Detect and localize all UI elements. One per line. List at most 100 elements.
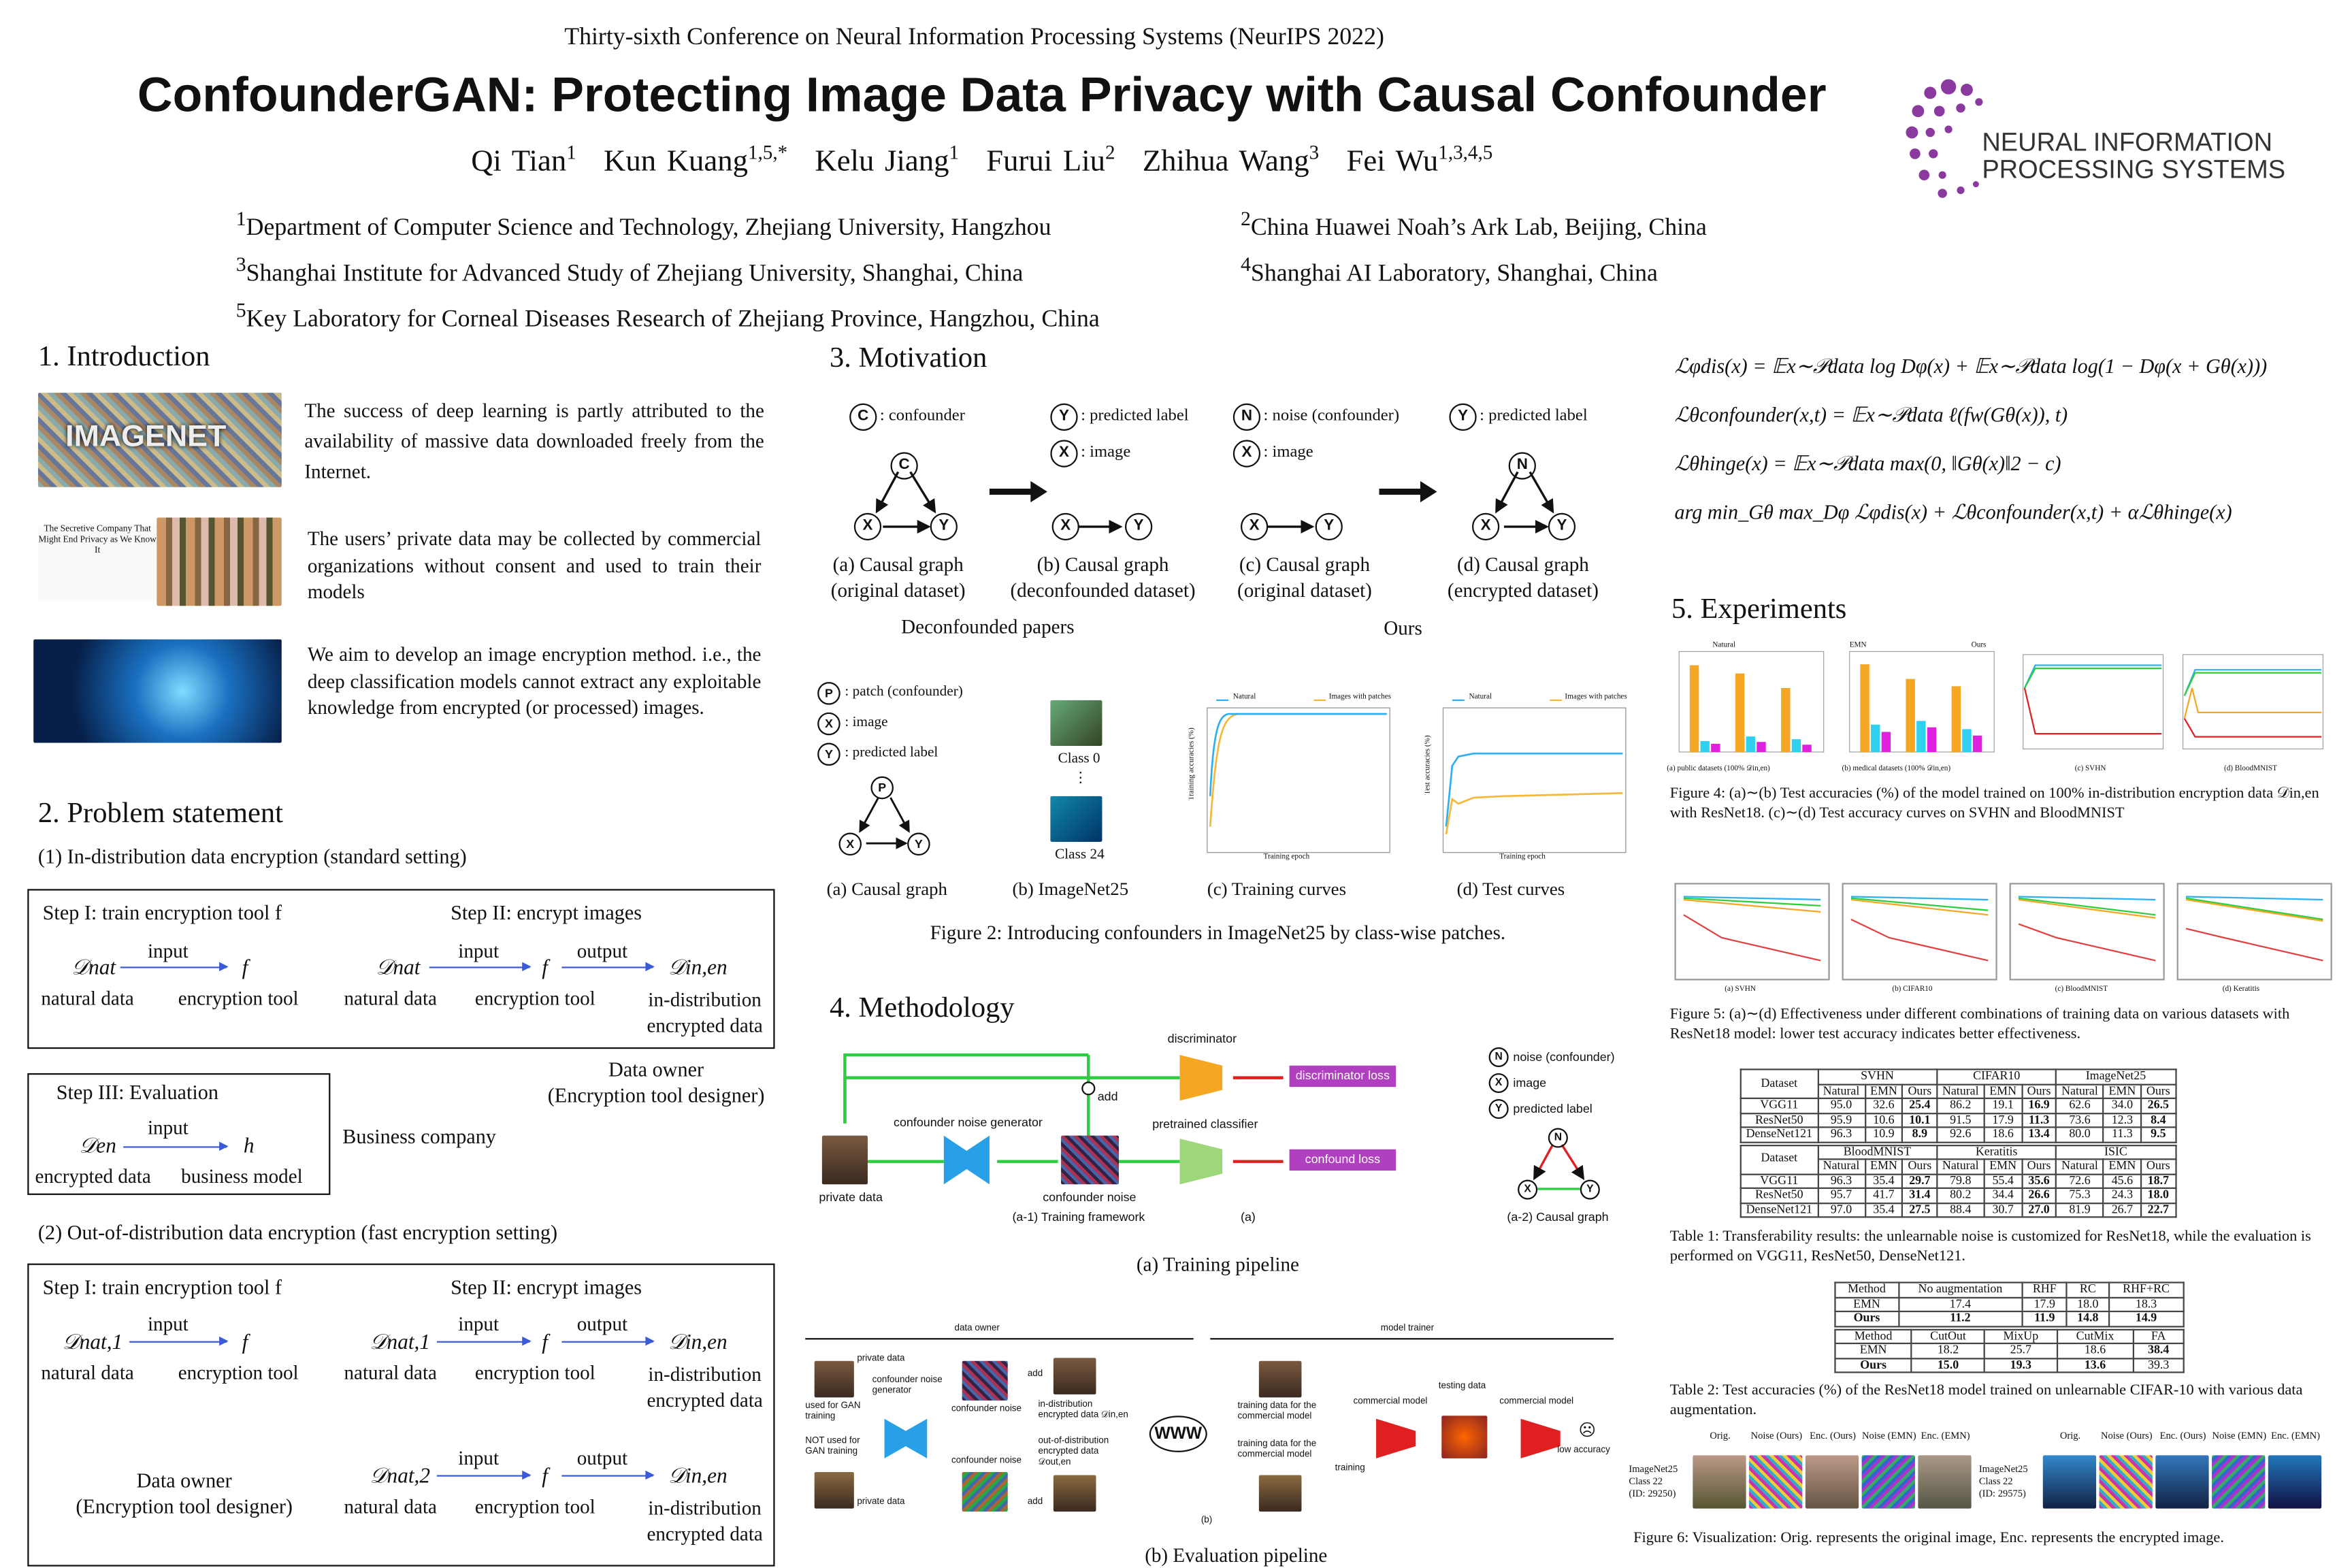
d-in-en: 𝒟in,en — [668, 1466, 728, 1489]
noise-label: confounder noise — [951, 1456, 1022, 1467]
fig6-image — [1918, 1455, 1972, 1509]
fig2-caption: Figure 2: Introducing confounders in Ima… — [930, 921, 1506, 944]
table-cell: 13.4 — [2021, 1126, 2057, 1143]
column-header: Ours — [2140, 1158, 2176, 1175]
h-symbol: h — [243, 1135, 255, 1159]
fig4-subcaption: (b) medical datasets (100% 𝒟in,en) — [1842, 766, 1951, 774]
private-data-label: private data — [857, 1354, 905, 1365]
arrow-icon — [120, 962, 229, 972]
table-cell: 10.1 — [1901, 1112, 1938, 1128]
imagenet-collage-image: IMAGENET — [37, 393, 282, 487]
column-header: Natural — [1816, 1158, 1866, 1175]
fig4c-line-chart — [2023, 654, 2164, 750]
table-2-basic: Method No augmentation RHF RC RHF+RC EMN 17.4 1… — [1834, 1281, 2185, 1327]
problem-heading: 2. Problem statement — [37, 798, 283, 830]
node-x: X — [1051, 512, 1079, 541]
data-owner-label: data owner — [954, 1324, 1000, 1334]
table-cell: EMN — [1834, 1342, 1912, 1359]
d-nat-1: 𝒟nat,1 — [62, 1332, 123, 1355]
training-pipeline-caption: (a) Training pipeline — [1136, 1252, 1299, 1276]
legend-predicted: : predicted label — [845, 746, 938, 762]
table-cell: 11.3 — [2102, 1126, 2142, 1143]
fig6-image — [1861, 1455, 1915, 1509]
table-cell: 18.0 — [2066, 1296, 2110, 1313]
sad-face-icon: ☹ — [1578, 1422, 1597, 1441]
f-symbol: f — [542, 957, 549, 981]
table-cell: Ours — [1834, 1310, 1899, 1327]
dataset-group-header: ISIC — [2055, 1144, 2176, 1160]
arrow-icon — [436, 1470, 532, 1480]
causal-graph-subcaption: (a-2) Causal graph — [1507, 1210, 1609, 1224]
table-row: ResNet50 95.7 41.7 31.4 80.2 34.4 26.6 75.3 24.3… — [1740, 1187, 2176, 1204]
private-data-image — [821, 1135, 868, 1185]
table-cell: 8.4 — [2140, 1112, 2176, 1128]
node-x: X — [1488, 1073, 1509, 1094]
column-header: Ours — [1901, 1158, 1938, 1175]
input-label: input — [458, 939, 500, 962]
table-cell: 26.5 — [2140, 1097, 2176, 1114]
d-in-en: 𝒟in,en — [668, 957, 728, 981]
table-cell: ResNet50 — [1740, 1112, 1818, 1128]
table-row: DenseNet121 96.3 10.9 8.9 92.6 18.6 13.4 80.0 11… — [1740, 1126, 2176, 1143]
objective-equation: arg min_Gθ max_Dφ ℒφdis(x) + ℒθconfounde… — [1674, 500, 2232, 524]
d-in-en: 𝒟in,en — [668, 1332, 728, 1355]
fig2-subcaption: (b) ImageNet25 — [1012, 878, 1129, 900]
input-label: input — [147, 939, 189, 962]
in-distribution-encrypted-label: in-distribution encrypted data — [647, 987, 763, 1037]
table-cell: ResNet50 — [1740, 1187, 1818, 1204]
f-symbol: f — [542, 1332, 549, 1355]
noise-image — [962, 1471, 1008, 1512]
arrow-icon — [561, 962, 655, 972]
table2-caption: Table 2: Test accuracies (%) of the ResN… — [1669, 1382, 2303, 1419]
data-owner-label: Data owner (Encryption tool designer) — [76, 1469, 293, 1518]
hinge-loss-equation: ℒθhinge(x) = 𝔼x∼𝒫data max(0, ‖Gθ(x)‖2 − … — [1674, 452, 2061, 475]
class-24-label: Class 24 — [1055, 847, 1105, 864]
fig4-subcaption: (a) public datasets (100% 𝒟in,en) — [1667, 766, 1770, 774]
node-y: Y — [817, 742, 840, 766]
bar — [1916, 721, 1926, 752]
node-x: X — [1240, 512, 1269, 541]
f-symbol: f — [242, 957, 248, 981]
bar — [1962, 729, 1972, 752]
bar — [1906, 679, 1915, 752]
column-header: EMN — [2102, 1083, 2142, 1099]
fig5-line-chart — [2176, 883, 2332, 981]
table-cell: 41.7 — [1864, 1187, 1904, 1204]
test-y-axis-label: Test accuracies (%) — [1424, 735, 1433, 795]
table-cell: 95.0 — [1816, 1097, 1866, 1114]
fig6-column-header: Noise (Ours) — [1750, 1431, 1803, 1442]
natural-data-label: natural data — [344, 1494, 437, 1518]
natural-data-label: natural data — [344, 986, 437, 1009]
fig4-subcaption: (c) SVHN — [2074, 766, 2106, 774]
affiliations-left: 1Department of Computer Science and Tech… — [236, 201, 1100, 337]
out-of-distribution-box: Step I: train encryption tool f Step II:… — [27, 1263, 775, 1567]
fig5-subcaption: (c) BloodMNIST — [2055, 986, 2108, 994]
figure-6: ImageNet25 Class 22 (ID: 29250) Orig. Noise … — [1629, 1431, 2344, 1526]
natural-data-label: natural data — [344, 1360, 437, 1384]
dataset-header: Dataset — [1740, 1143, 1818, 1175]
table-cell: 15.0 — [1910, 1357, 1986, 1373]
column-header: EMN — [1983, 1158, 2023, 1175]
fig6-column-header: Enc. (EMN) — [2271, 1431, 2321, 1442]
not-used-label: NOT used for GAN training — [805, 1437, 860, 1457]
bar — [1972, 735, 1982, 752]
table-row: ResNet50 95.9 10.6 10.1 91.5 17.9 11.3 73.6 12.3… — [1740, 1112, 2176, 1128]
column-header: Method — [1834, 1328, 1912, 1345]
table-cell: 38.4 — [2132, 1342, 2185, 1359]
training-label: training — [1335, 1464, 1365, 1474]
table-cell: 16.9 — [2021, 1097, 2057, 1114]
step-1-label: Step I: train encryption tool f — [42, 1275, 282, 1298]
column-header: RHF — [2021, 1281, 2068, 1298]
fig6-column-header: Noise (EMN) — [1862, 1431, 1916, 1442]
table-cell: 80.0 — [2055, 1126, 2104, 1143]
class-24-image — [1050, 796, 1102, 842]
node-y: Y — [907, 832, 930, 856]
vertical-dots: ⋮ — [1073, 772, 1088, 787]
table-cell: 24.3 — [2102, 1187, 2142, 1204]
table-cell: 81.9 — [2055, 1202, 2104, 1218]
bar — [1871, 724, 1880, 752]
table-cell: 91.5 — [1936, 1112, 1985, 1128]
legend-noise: noise (confounder) — [1513, 1050, 1615, 1064]
table-cell: 8.9 — [1901, 1126, 1938, 1143]
natural-data-label: natural data — [41, 1360, 134, 1384]
